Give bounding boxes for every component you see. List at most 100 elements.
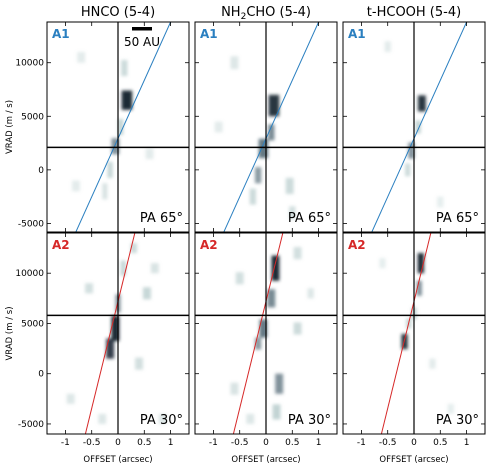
x-tick-label: 0.5 (433, 438, 447, 448)
axis-labels: VRAD (m / s) VRAD (m / s) OFFSET (arcsec) O… (5, 100, 449, 465)
emission-blob-2 (258, 138, 269, 159)
emission-blob-0 (111, 315, 120, 342)
x-axis-label: OFFSET (arcsec) (83, 455, 152, 465)
emission-blob-6 (379, 258, 386, 269)
emission-blob-0 (417, 253, 424, 274)
x-tick-label: -1 (357, 438, 366, 448)
velocity-gradient-line (223, 22, 320, 232)
emission-blob-0 (271, 255, 280, 281)
emission-blob-8 (66, 393, 75, 404)
emission-blob-3 (254, 167, 262, 184)
x-tick-label: 1 (168, 438, 174, 448)
emission-blob-9 (230, 382, 239, 395)
position-angle-label: PA 30° (140, 413, 183, 428)
y-axis-label: VRAD (m / s) (5, 306, 15, 360)
emission-blob-8 (145, 148, 154, 160)
emission-blob-8 (214, 121, 223, 133)
x-tick-label: -1 (61, 438, 70, 448)
scale-bar-label: 50 AU (124, 35, 160, 49)
position-angle-label: PA 65° (140, 211, 183, 226)
x-tick-label: 1 (464, 438, 470, 448)
x-tick-label: -0.5 (379, 438, 397, 448)
y-tick-label: -5000 (18, 219, 44, 229)
emission-blob-7 (71, 180, 80, 192)
emission-blob-7 (293, 247, 302, 260)
velocity-gradient-line (232, 233, 284, 434)
emission-blob-7 (230, 56, 239, 70)
emission-blob-5 (437, 196, 444, 208)
emission-blob-7 (85, 283, 94, 294)
velocity-gradient-line (371, 22, 468, 232)
emission-blob-1 (416, 280, 422, 296)
x-tick-label: -0.5 (231, 438, 249, 448)
emission-blob-6 (77, 52, 86, 63)
emission-blob-0 (417, 95, 426, 112)
emission-blob-6 (289, 206, 296, 220)
panel-label: A1 (348, 27, 366, 41)
emission-blob-1 (268, 124, 275, 141)
x-tick-label: 0 (263, 438, 269, 448)
x-tick-label: 0.5 (285, 438, 299, 448)
emission-blob-2 (408, 142, 415, 159)
emission-blob-5 (142, 287, 151, 300)
position-angle-label: PA 30° (288, 413, 331, 428)
x-tick-label: 1 (316, 438, 322, 448)
emission-map (214, 56, 296, 220)
position-angle-label: PA 30° (436, 413, 479, 428)
emission-blob-1 (121, 60, 128, 77)
y-tick-label: 0 (38, 370, 44, 380)
emission-blob-4 (107, 161, 113, 178)
emission-blob-5 (272, 404, 281, 420)
velocity-gradient-line (84, 233, 136, 434)
y-tick-label: 5000 (21, 112, 44, 122)
panel-label: A1 (200, 27, 218, 41)
emission-blob-0 (268, 94, 280, 117)
scale-bar (132, 27, 152, 31)
emission-blob-6 (293, 322, 302, 335)
x-tick-label: 0 (115, 438, 121, 448)
emission-map (66, 243, 167, 424)
emission-blob-3 (405, 163, 411, 177)
emission-blob-7 (447, 403, 454, 414)
position-angle-label: PA 65° (288, 211, 331, 226)
velocity-gradient-line (75, 22, 172, 232)
emission-blob-4 (384, 41, 391, 52)
emission-blob-8 (235, 272, 244, 285)
column-titles: HNCO (5-4) NH2CHO (5-4) t-HCOOH (5-4) (81, 5, 461, 22)
emission-blob-0 (121, 90, 133, 110)
column-title-2: t-HCOOH (5-4) (367, 5, 461, 20)
panel-label: A2 (348, 238, 366, 252)
emission-blob-11 (307, 288, 314, 299)
column-title-1: NH2CHO (5-4) (221, 5, 311, 22)
y-tick-label: -5000 (18, 420, 44, 430)
emission-blob-3 (120, 260, 126, 276)
x-tick-label: 0.5 (137, 438, 151, 448)
emission-blob-3 (254, 337, 262, 350)
emission-blob-5 (102, 183, 108, 200)
emission-blob-6 (135, 357, 143, 370)
emission-blob-10 (98, 413, 107, 424)
x-axis-label: OFFSET (arcsec) (379, 455, 448, 465)
panel-r1-c1: -1 -0.5 0 0.5 1 A2 PA 30° (194, 232, 338, 448)
y-tick-label: 10000 (15, 269, 44, 279)
emission-blob-2 (118, 118, 124, 136)
panel-r0-c1: A1 PA 65° (194, 21, 338, 233)
emission-blob-11 (150, 263, 159, 274)
emission-blob-3 (111, 138, 120, 155)
panel-label: A2 (52, 238, 70, 252)
panel-label: A1 (52, 27, 70, 41)
panels: -5000 0 5000 10000 A1 PA 65° 50 AU A1 PA 65° A1 PA… (15, 21, 486, 448)
position-angle-label: PA 65° (436, 211, 479, 226)
emission-blob-1 (267, 289, 276, 308)
y-tick-label: 10000 (15, 59, 44, 69)
emission-blob-4 (249, 188, 257, 205)
emission-map (384, 41, 444, 208)
emission-blob-4 (130, 243, 137, 254)
emission-blob-10 (246, 413, 255, 424)
panel-r0-c2: A1 PA 65° (342, 21, 486, 233)
emission-blob-1 (415, 120, 421, 134)
panel-label: A2 (200, 238, 218, 252)
velocity-gradient-line (380, 233, 432, 434)
x-tick-label: 0 (411, 438, 417, 448)
